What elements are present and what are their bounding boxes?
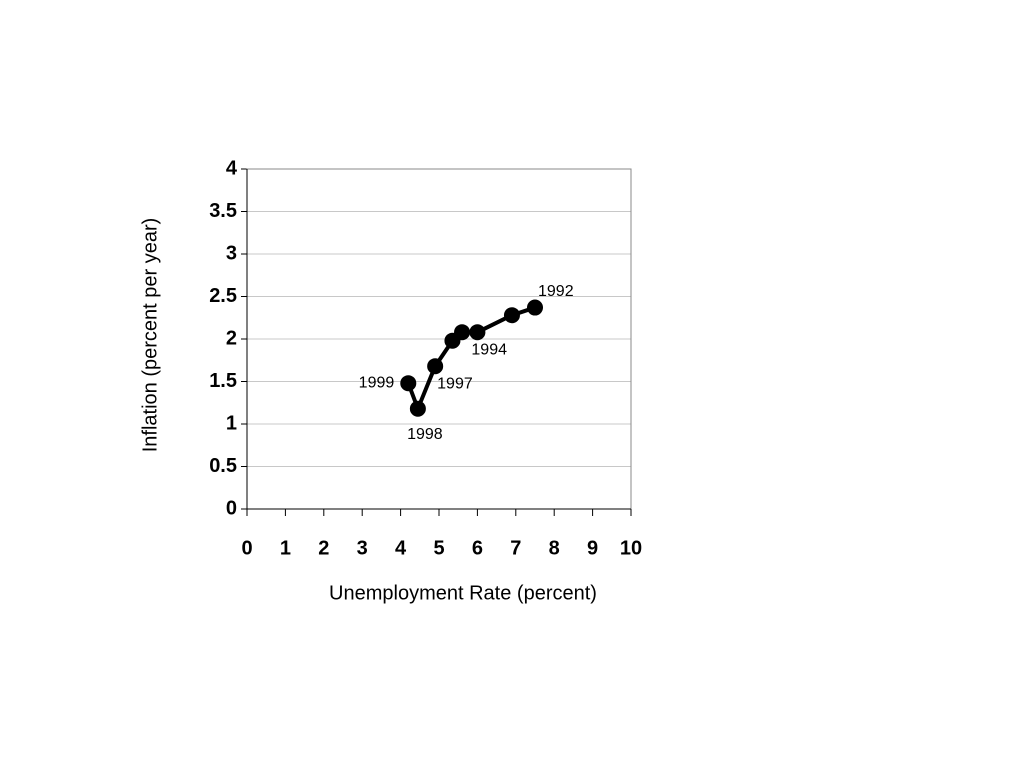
point-label: 1997 (437, 375, 473, 392)
point-label: 1998 (407, 426, 443, 443)
x-tick-label: 6 (472, 537, 483, 559)
point (503, 307, 520, 324)
point (527, 299, 543, 316)
point (427, 358, 444, 375)
x-axis-label: Unemployment Rate (percent) (329, 582, 597, 604)
point (469, 324, 486, 341)
y-tick-label: 3 (226, 242, 237, 264)
x-tick-label: 0 (241, 537, 252, 559)
y-tick-label: 2 (226, 327, 237, 349)
point-label: 1994 (471, 341, 507, 358)
y-tick-label: 4 (226, 157, 238, 179)
point-label: 1992 (538, 283, 574, 300)
point (444, 332, 461, 349)
y-tick-label: 1.5 (209, 370, 237, 392)
y-tick-label: 0 (226, 497, 237, 519)
y-axis-label: Inflation (percent per year) (139, 218, 161, 453)
x-tick-label: 10 (620, 537, 642, 559)
y-tick-label: 1 (226, 412, 237, 434)
y-tick-label: 2.5 (209, 285, 237, 307)
x-tick-label: 7 (510, 537, 521, 559)
x-tick-label: 4 (395, 537, 407, 559)
y-tick-label: 3.5 (209, 200, 237, 222)
x-tick-label: 9 (587, 537, 598, 559)
point (400, 375, 417, 392)
x-tick-label: 3 (357, 537, 368, 559)
x-tick-label: 2 (318, 537, 329, 559)
point-label: 1999 (359, 374, 395, 391)
y-tick-label: 0.5 (209, 455, 237, 477)
x-tick-label: 1 (280, 537, 291, 559)
x-tick-label: 5 (433, 537, 444, 559)
point (409, 400, 426, 417)
x-tick-label: 8 (549, 537, 560, 559)
